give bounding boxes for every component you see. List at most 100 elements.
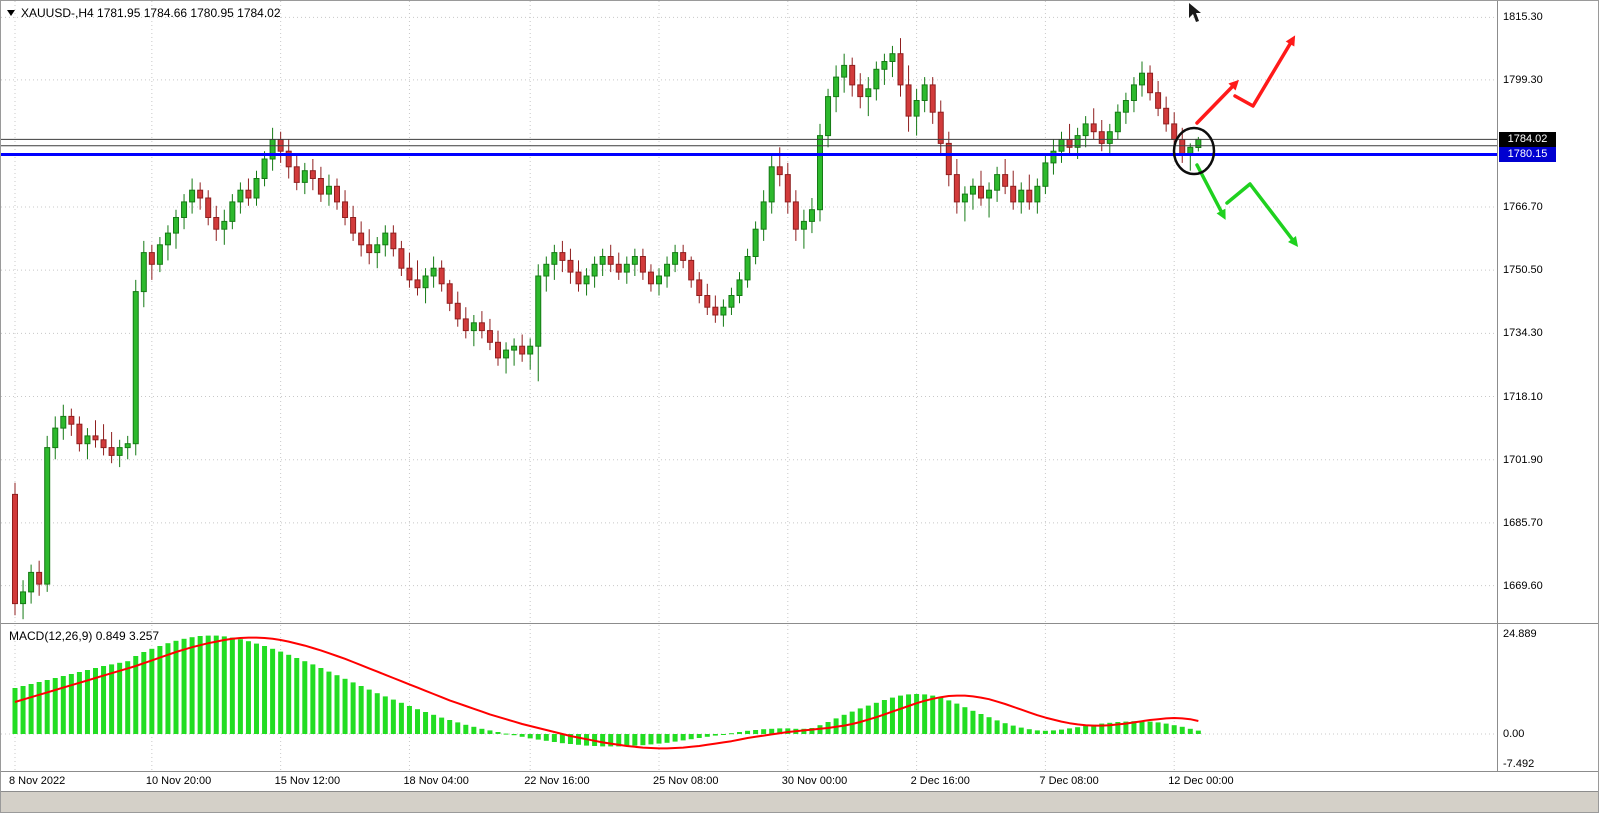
candle	[913, 88, 920, 136]
candle	[897, 38, 904, 97]
candle	[1002, 159, 1009, 195]
candle	[430, 256, 437, 288]
candle	[1090, 108, 1097, 140]
time-axis-label: 2 Dec 16:00	[910, 775, 970, 787]
time-scale-area[interactable]	[1, 771, 1599, 791]
macd-histogram-bar	[745, 730, 751, 734]
price-axis-label: 1669.60	[1503, 579, 1543, 592]
macd-histogram-bar	[221, 636, 227, 734]
highlight-circle[interactable]	[1172, 126, 1216, 176]
candle	[92, 420, 99, 448]
candle	[197, 182, 204, 210]
macd-histogram-bar	[849, 711, 855, 734]
macd-histogram-bar	[471, 726, 477, 734]
macd-histogram-bar	[382, 696, 388, 734]
macd-histogram-bar	[624, 734, 630, 746]
candle	[398, 240, 405, 276]
mouse-cursor	[1189, 3, 1201, 22]
candle	[784, 162, 791, 214]
macd-histogram-bar	[656, 734, 662, 744]
candle	[1042, 155, 1049, 195]
macd-histogram-bar	[761, 729, 767, 734]
macd-histogram-bar	[881, 700, 887, 734]
macd-histogram-bar	[1050, 730, 1056, 734]
bearish-scenario-arrow[interactable]	[1225, 182, 1294, 241]
macd-histogram-bar	[1155, 722, 1161, 734]
macd-histogram-bar	[567, 734, 573, 744]
macd-histogram-bar	[720, 734, 726, 735]
candle	[148, 244, 155, 280]
candle	[486, 318, 493, 351]
macd-histogram-bar	[12, 688, 18, 734]
macd-histogram-bar	[245, 641, 251, 734]
candle	[293, 155, 300, 191]
candle	[189, 178, 196, 214]
candle	[551, 244, 558, 280]
candle	[881, 53, 888, 85]
symbol-dropdown-icon[interactable]	[7, 10, 15, 16]
macd-histogram-bar	[1171, 725, 1177, 734]
candle	[173, 209, 179, 249]
candle	[261, 151, 268, 187]
candle	[857, 73, 864, 109]
main-chart-area[interactable]	[1, 1, 1497, 623]
macd-histogram-bar	[117, 662, 123, 734]
candle	[213, 205, 220, 241]
price-axis-label: 1750.50	[1503, 264, 1543, 277]
candle	[704, 283, 711, 315]
macd-histogram-bar	[1099, 723, 1105, 734]
candle	[1114, 104, 1121, 140]
macd-histogram-bar	[28, 684, 34, 734]
bullish-scenario-arrow[interactable]	[1233, 42, 1292, 108]
time-axis-label: 8 Nov 2022	[9, 775, 66, 787]
macd-histogram-bar	[278, 651, 284, 734]
candle	[623, 256, 630, 284]
candle	[100, 424, 107, 456]
macd-histogram-bar	[1034, 730, 1040, 734]
candle	[712, 295, 719, 323]
macd-histogram-bar	[930, 695, 936, 734]
macd-histogram-bar	[922, 694, 928, 734]
candle	[253, 170, 260, 206]
macd-histogram-bar	[503, 733, 509, 735]
candle	[116, 439, 123, 468]
candle	[1034, 178, 1041, 214]
candle	[1122, 92, 1129, 124]
macd-histogram-bar	[68, 674, 74, 734]
macd-histogram-bar	[535, 734, 541, 740]
candle	[656, 268, 662, 296]
candle	[1010, 170, 1017, 210]
macd-histogram-bar	[1107, 722, 1113, 734]
candle	[817, 123, 823, 222]
macd-histogram-bar	[914, 694, 920, 734]
macd-histogram-bar	[737, 732, 742, 734]
macd-histogram-bar	[1018, 727, 1024, 734]
candle	[301, 162, 308, 195]
macd-histogram-bar	[302, 661, 308, 734]
macd-histogram-bar	[1042, 730, 1048, 734]
macd-histogram-bar	[294, 658, 300, 734]
candle	[28, 564, 35, 604]
macd-histogram-bar	[374, 693, 380, 734]
candle	[688, 256, 695, 288]
macd-histogram-bar	[1147, 721, 1153, 734]
bullish-scenario-arrow[interactable]	[1195, 85, 1234, 125]
candle	[462, 307, 469, 339]
candle	[953, 159, 960, 214]
macd-histogram-bar	[262, 646, 268, 734]
candle	[543, 256, 550, 292]
macd-histogram-bar	[1067, 728, 1073, 734]
macd-histogram-bar	[398, 702, 404, 734]
macd-histogram-bar	[213, 635, 219, 734]
macd-histogram-bar	[680, 734, 686, 741]
macd-histogram-bar	[205, 635, 211, 734]
macd-histogram-bar	[712, 734, 718, 736]
time-axis-label: 30 Nov 00:00	[781, 775, 848, 787]
candle	[124, 435, 131, 460]
macd-histogram-bar	[350, 682, 356, 734]
time-axis-label: 18 Nov 04:00	[403, 775, 469, 787]
candle	[229, 194, 236, 230]
price-badge: 1784.02	[1499, 131, 1556, 147]
